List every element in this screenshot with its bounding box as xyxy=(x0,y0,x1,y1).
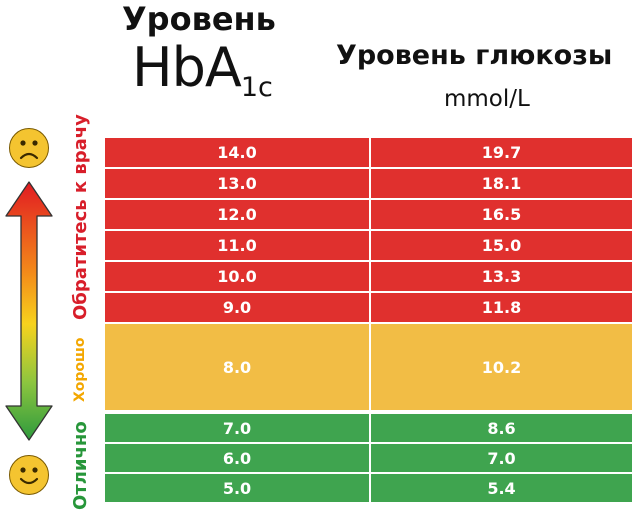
hba1c-cell: 13.0 xyxy=(105,169,369,198)
happy-face-icon xyxy=(9,455,49,495)
table-row: 11.0 15.0 xyxy=(105,231,632,260)
hba1c-symbol: HbA1c xyxy=(132,36,273,103)
side-label-good: Хорошо xyxy=(72,337,88,402)
glucose-cell: 5.4 xyxy=(371,474,632,502)
hba1c-cell: 10.0 xyxy=(105,262,369,291)
glucose-cell: 13.3 xyxy=(371,262,632,291)
table-row: 9.0 11.8 xyxy=(105,293,632,322)
glucose-cell: 19.7 xyxy=(371,138,632,167)
hba1c-main: HbA xyxy=(132,36,242,99)
table-row: 10.0 13.3 xyxy=(105,262,632,291)
hba1c-cell: 12.0 xyxy=(105,200,369,229)
table-row: 13.0 18.1 xyxy=(105,169,632,198)
hba1c-cell: 6.0 xyxy=(105,444,369,472)
glucose-cell: 10.2 xyxy=(371,324,632,410)
hba1c-cell: 11.0 xyxy=(105,231,369,260)
glucose-cell: 7.0 xyxy=(371,444,632,472)
hba1c-cell: 5.0 xyxy=(105,474,369,502)
table-row: 12.0 16.5 xyxy=(105,200,632,229)
hba1c-cell: 14.0 xyxy=(105,138,369,167)
hba1c-subscript: 1c xyxy=(240,72,273,103)
hba1c-cell: 8.0 xyxy=(105,324,369,410)
table-row: 5.0 5.4 xyxy=(105,474,632,502)
table-row: 14.0 19.7 xyxy=(105,138,632,167)
glucose-title: Уровень глюкозы xyxy=(336,40,613,71)
glucose-cell: 18.1 xyxy=(371,169,632,198)
glucose-unit: mmol/L xyxy=(444,86,530,112)
table-row: 8.0 10.2 xyxy=(105,324,632,410)
side-label-doctor: Обратитесь к врачу xyxy=(70,114,91,320)
table-row: 6.0 7.0 xyxy=(105,444,632,472)
glucose-cell: 11.8 xyxy=(371,293,632,322)
hba1c-title: Уровень xyxy=(122,0,276,38)
table-row: 7.0 8.6 xyxy=(105,414,632,442)
hba1c-cell: 9.0 xyxy=(105,293,369,322)
double-arrow-icon xyxy=(5,181,53,441)
sad-face-icon xyxy=(9,128,49,168)
side-label-excellent: Отлично xyxy=(70,421,91,510)
glucose-cell: 8.6 xyxy=(371,414,632,442)
glucose-cell: 16.5 xyxy=(371,200,632,229)
glucose-cell: 15.0 xyxy=(371,231,632,260)
hba1c-cell: 7.0 xyxy=(105,414,369,442)
